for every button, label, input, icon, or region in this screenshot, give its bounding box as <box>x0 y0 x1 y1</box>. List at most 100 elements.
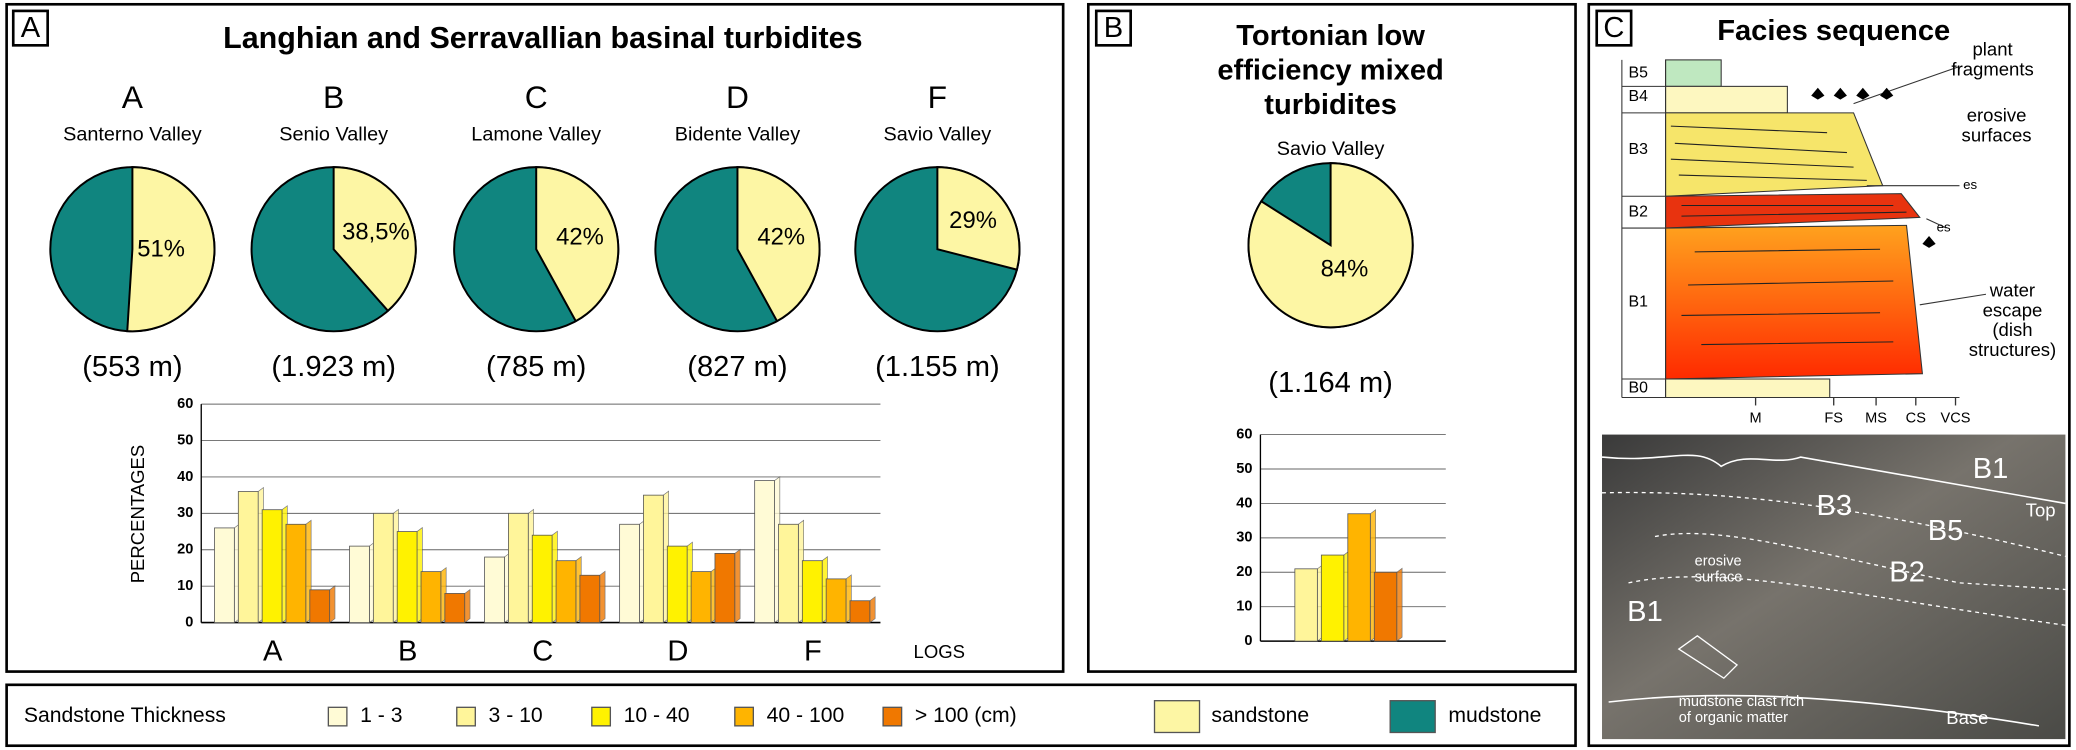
tag-box <box>1595 9 1633 47</box>
annotation: erosive <box>1967 105 2027 126</box>
bar-side <box>464 588 471 624</box>
annotation: water <box>1989 279 2035 300</box>
panel-tag: B <box>1104 12 1123 44</box>
bar <box>778 523 799 623</box>
bar <box>237 491 259 623</box>
bar <box>801 560 823 623</box>
facies-log <box>1621 59 1987 399</box>
pie-location: Savio Valley <box>1277 138 1385 160</box>
bar <box>531 534 553 623</box>
bar <box>579 574 601 623</box>
bar <box>619 523 640 623</box>
annotation: es <box>1937 220 1951 235</box>
legend-label: mudstone <box>1448 704 1541 727</box>
bar <box>754 480 775 623</box>
pie-sandstone <box>936 166 1021 271</box>
bar <box>825 578 847 623</box>
unit-b2 <box>1665 193 1921 229</box>
photo-label: erosive <box>1695 554 1742 570</box>
bar <box>555 560 577 623</box>
y-tick-label: 40 <box>177 469 193 485</box>
pie-sandstone <box>1247 162 1414 329</box>
bar <box>420 571 442 623</box>
y-tick-label: 50 <box>1236 461 1252 477</box>
unit-label: B4 <box>1628 88 1648 105</box>
bar <box>714 553 736 623</box>
bar <box>1347 513 1371 642</box>
panel-tag: C <box>1603 12 1624 44</box>
pie-sandstone <box>332 166 417 313</box>
grain-size-label: MS <box>1865 411 1887 427</box>
pie-letter: D <box>726 79 749 115</box>
pie-label: 42% <box>757 223 805 250</box>
x-tick-label: C <box>532 636 553 668</box>
pie-thickness: (1.155 m) <box>875 351 1000 383</box>
annotation: (dish <box>1992 319 2032 340</box>
bar-side <box>869 596 876 624</box>
photo-label: B5 <box>1928 515 1964 547</box>
x-axis-label: LOGS <box>914 641 965 662</box>
legend-box <box>5 683 1577 748</box>
y-axis-label: PERCENTAGES <box>127 445 148 584</box>
bar <box>484 556 505 623</box>
legend-label: 10 - 40 <box>624 704 690 727</box>
bar-side <box>734 548 741 624</box>
legend-swatch <box>456 706 476 727</box>
tag-box <box>1094 9 1133 47</box>
plant-symbol <box>1833 87 1847 100</box>
unit-b0 <box>1665 378 1831 399</box>
legend-label: sandstone <box>1211 704 1309 727</box>
pie-thickness: (827 m) <box>687 351 787 383</box>
x-tick-label: D <box>667 636 688 668</box>
legend-swatch <box>1389 700 1436 734</box>
photo-label: B3 <box>1816 490 1852 522</box>
y-tick-label: 60 <box>1236 426 1252 442</box>
pie-location: Savio Valley <box>884 124 992 146</box>
bar <box>285 523 307 623</box>
pie-location: Senio Valley <box>279 124 388 146</box>
photo-label: B1 <box>1627 596 1663 628</box>
photo-label: of organic matter <box>1679 710 1788 726</box>
bar <box>666 545 688 623</box>
tag-box <box>11 9 49 47</box>
panel-c-box <box>1587 2 2071 748</box>
x-tick-label: A <box>263 636 283 668</box>
unit-label: B0 <box>1628 379 1648 396</box>
photo-line <box>1602 491 2066 558</box>
unit-label: B5 <box>1628 64 1648 81</box>
unit-b4 <box>1665 85 1788 114</box>
unit-label: B1 <box>1628 293 1648 310</box>
bar-side <box>599 570 606 624</box>
annotation: plant <box>1973 39 2014 60</box>
y-tick-label: 40 <box>1236 495 1252 511</box>
legend-swatch <box>734 706 755 727</box>
photo-label: B1 <box>1973 453 2009 485</box>
annotation: structures) <box>1969 339 2056 360</box>
pie-location: Lamone Valley <box>471 124 601 146</box>
bar <box>309 589 331 623</box>
plant-symbol <box>1811 87 1825 100</box>
y-tick-label: 30 <box>177 505 193 521</box>
y-tick-label: 60 <box>177 396 193 412</box>
outcrop-photo <box>1601 434 2066 740</box>
legend-label: 40 - 100 <box>767 704 845 727</box>
bar-side <box>1396 567 1403 642</box>
pie-thickness: (553 m) <box>82 351 182 383</box>
annotation: escape <box>1983 299 2043 320</box>
plant-symbol <box>1856 87 1870 100</box>
grain-size-label: VCS <box>1941 411 1971 427</box>
legend-label: > 100 (cm) <box>915 704 1017 727</box>
pie-thickness: (1.164 m) <box>1268 367 1393 399</box>
clast-outline <box>1677 635 1739 680</box>
bar <box>1320 554 1345 642</box>
panel-b-box <box>1086 2 1577 673</box>
leader-line <box>1853 66 1987 306</box>
panel-tag: A <box>21 12 41 44</box>
pie-letter: C <box>525 79 548 115</box>
unit-b5 <box>1665 59 1722 87</box>
y-tick-label: 20 <box>1236 564 1252 580</box>
bar <box>643 494 664 623</box>
pie-label: 84% <box>1321 256 1369 283</box>
photo-label: B2 <box>1889 556 1925 588</box>
